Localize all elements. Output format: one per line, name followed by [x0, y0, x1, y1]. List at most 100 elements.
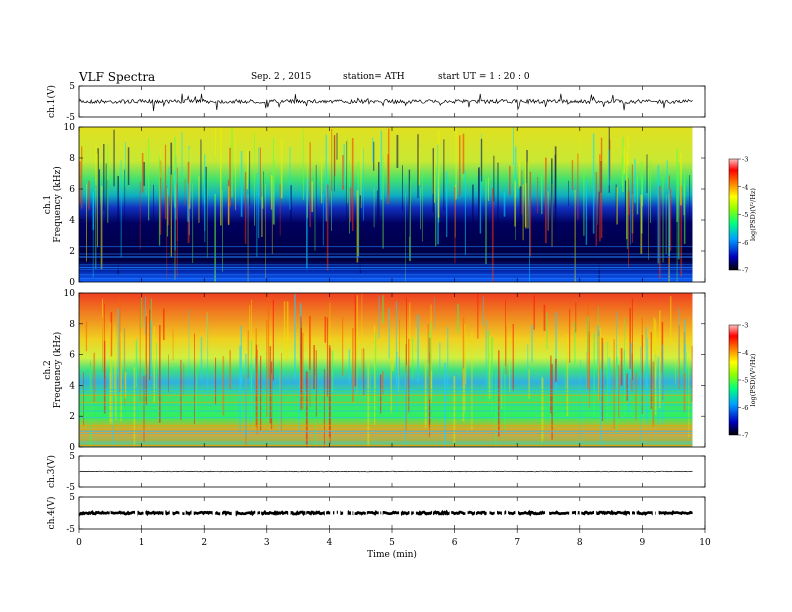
ch1-spectrogram-streak [124, 169, 126, 261]
ch1-spectrogram-streak [600, 161, 602, 193]
ch4-waveform-gap [184, 510, 186, 516]
ch1-spectrogram-streak [346, 141, 348, 224]
ch1-spectrogram-ylabel: Frequency (kHz) [52, 166, 63, 243]
ch2-spectrogram-streak [457, 303, 459, 334]
ch1-spectrogram-streak [525, 182, 527, 229]
ch2-spectrogram-streak [109, 322, 112, 422]
ch1-spectrogram-streak [95, 187, 97, 269]
ch1-spectrogram-streak [497, 162, 499, 235]
ch2-spectrogram-streak [260, 355, 262, 431]
ch1-spectrogram-streak [616, 187, 618, 225]
ch2-spectrogram-streak [145, 316, 147, 405]
ch1-spectrogram-streak [462, 133, 465, 174]
ch2-spectrogram-tone [79, 439, 693, 441]
ch2-spectrogram-streak [555, 358, 557, 383]
ch1-spectrogram-tone [79, 256, 693, 258]
ch2-spectrogram-streak [653, 317, 656, 354]
ch1-spectrogram-streak [107, 145, 109, 223]
ch2-spectrogram-streak [356, 295, 358, 354]
ch2-spectrogram-streak [159, 325, 161, 423]
ch1-spectrogram-ytick-label: 4 [69, 216, 75, 226]
ch1-spectrogram-streak [493, 155, 495, 202]
ch4-waveform-gap [494, 510, 497, 516]
ch2-spectrogram-streak [156, 343, 157, 391]
ch1-spectrogram-streak [86, 183, 87, 262]
ch1-spectrogram-streak [357, 161, 360, 257]
ch1-spectrogram-streak [306, 178, 308, 269]
ch2-spectrogram-streak [477, 293, 479, 339]
ch2-spectrogram-tone [79, 430, 693, 432]
ch2-spectrogram-ytick-label: 4 [69, 381, 75, 391]
ch2-spectrogram-streak [406, 297, 407, 366]
ch1-spectrogram-streak [148, 138, 150, 221]
ch1-spectrogram-streak [595, 172, 597, 246]
ch1-spectrogram-streak [280, 139, 283, 199]
ch2-spectrogram-streak [115, 352, 117, 421]
ch1-spectrogram-streak [359, 195, 361, 274]
ch2-spectrogram-streak [607, 341, 609, 423]
ch1-spectrogram-streak [258, 147, 260, 238]
ch2-spectrogram-streak [141, 298, 143, 329]
ch2-spectrogram-streak [471, 331, 473, 430]
ch4-waveform-gap [365, 510, 367, 516]
ch1-spectrogram-streak [418, 148, 420, 186]
ch2-spectrogram-streak [427, 323, 429, 364]
ch2-spectrogram-streak [149, 309, 151, 381]
ch2-spectrogram-streak [378, 295, 380, 339]
ch2-spectrogram-streak [650, 332, 652, 409]
xtick-label: 6 [452, 538, 458, 548]
ch4-waveform-gap [501, 510, 505, 516]
ch2-spectrogram-streak [434, 297, 435, 331]
ch1-spectrogram-streak [676, 195, 678, 282]
ch1-spectrogram-tone [79, 256, 693, 258]
ch1-spectrogram-streak [583, 168, 585, 236]
ch1-spectrogram-streak [518, 158, 521, 189]
ch2-spectrogram-streak [487, 330, 490, 405]
ch1-spectrogram-streak [629, 195, 631, 245]
ch1-spectrogram-streak [100, 185, 103, 270]
ch2-spectrogram-streak [112, 367, 114, 447]
ch4-waveform-gap [413, 510, 416, 516]
ch1-spectrogram-streak [433, 163, 436, 203]
ch1-spectrogram-streak [289, 146, 291, 210]
ch4-waveform-gap [255, 510, 258, 516]
xtick-label: 3 [264, 538, 270, 548]
ch1-spectrogram-colorbar-tick-label: -6 [742, 239, 748, 247]
ch1-spectrogram-streak [592, 133, 595, 234]
ch2-spectrogram-streak [188, 309, 190, 376]
ch2-spectrogram-streak [272, 299, 274, 381]
ch1-spectrogram-colorbar-tick-label: -5 [742, 211, 748, 219]
ch1-spectrogram-streak [184, 178, 186, 207]
ch1-spectrogram-streak [669, 189, 672, 251]
ch2-spectrogram-tone [79, 410, 693, 412]
ch1-spectrogram-streak [519, 186, 522, 257]
ch1-spectrogram-streak [491, 188, 494, 282]
ch1-spectrogram-streak [343, 144, 345, 186]
ch2-spectrogram-streak [313, 345, 315, 389]
ch2-spectrogram-streak [207, 314, 209, 399]
ch4-waveform-gap [334, 510, 337, 516]
ch1-spectrogram-streak [527, 161, 529, 229]
ch1-spectrogram-streak [446, 171, 448, 238]
ch2-spectrogram-streak [678, 324, 680, 390]
ch1-spectrogram-streak [626, 181, 628, 249]
ch1-spectrogram-streak [545, 157, 547, 244]
ch1-spectrogram-streak [205, 166, 207, 232]
ch1-spectrogram-streak [360, 148, 362, 208]
ch1-spectrogram-streak [513, 127, 514, 166]
ch4-waveform-gap [109, 510, 111, 516]
ch4-waveform-gap [170, 510, 173, 516]
ch3-waveform-ytick-label: -5 [66, 483, 75, 493]
ch1-spectrogram-streak [200, 139, 202, 226]
ch2-spectrogram-streak [281, 352, 282, 431]
ch1-spectrogram-streak [420, 187, 421, 230]
ch2-spectrogram-streak [462, 317, 465, 387]
ch4-waveform-gap [652, 510, 656, 516]
ch2-spectrogram-streak [388, 308, 390, 359]
ch2-spectrogram-streak [395, 301, 397, 385]
ch1-spectrogram-streak [585, 180, 588, 245]
ch2-spectrogram-streak [647, 337, 649, 426]
ch2-spectrogram-streak [269, 346, 272, 424]
ch1-spectrogram-streak [192, 182, 194, 263]
ch2-spectrogram-streak [439, 342, 441, 371]
